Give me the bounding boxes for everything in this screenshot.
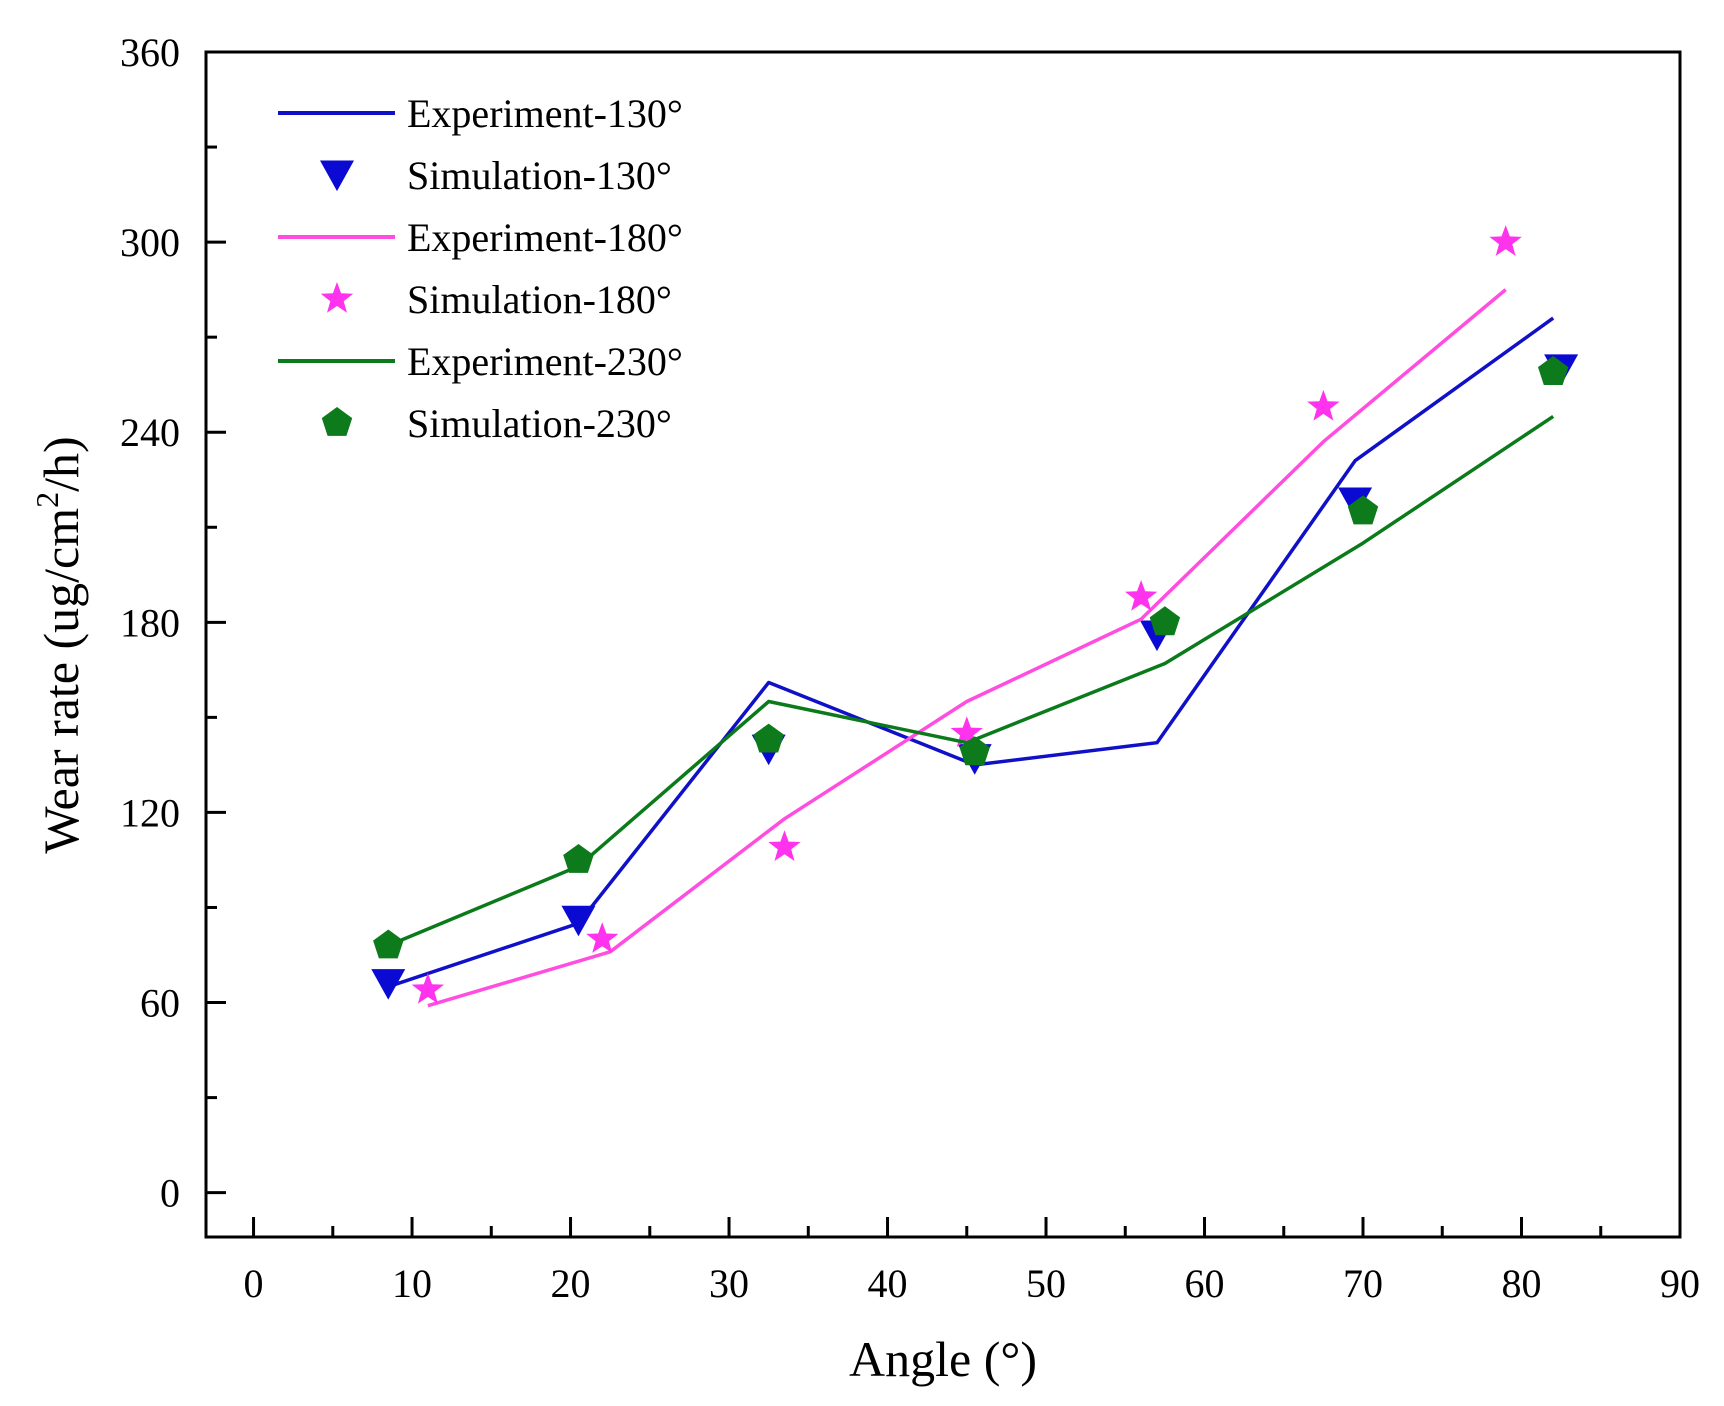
x-tick-label: 50 bbox=[1026, 1261, 1066, 1306]
series-line-experiment-180 bbox=[427, 288, 1507, 1008]
y-tick-label: 240 bbox=[120, 410, 180, 455]
data-point-simulation-230 bbox=[1347, 495, 1379, 525]
data-point-simulation-180 bbox=[1125, 580, 1158, 611]
y-axis-title-end: /h) bbox=[33, 436, 89, 492]
data-point-simulation-180 bbox=[950, 716, 983, 747]
y-tick-label: 180 bbox=[120, 600, 180, 645]
x-tick-label: 70 bbox=[1343, 1261, 1383, 1306]
y-tick-label: 60 bbox=[140, 981, 180, 1026]
data-point-simulation-180 bbox=[1489, 225, 1522, 256]
y-tick-label: 300 bbox=[120, 220, 180, 265]
data-point-simulation-230 bbox=[959, 736, 990, 766]
x-tick-label: 60 bbox=[1185, 1261, 1225, 1306]
data-point-simulation-130 bbox=[371, 969, 406, 1000]
x-axis-title: Angle (°) bbox=[849, 1331, 1037, 1387]
x-tick-label: 80 bbox=[1502, 1261, 1542, 1306]
legend-label-experiment-180: Experiment-180° bbox=[407, 215, 683, 260]
y-tick-label: 0 bbox=[160, 1171, 180, 1216]
legend-marker-simulation-230 bbox=[321, 407, 353, 436]
legend-label-simulation-180: Simulation-180° bbox=[407, 277, 672, 322]
legend: Experiment-130° Simulation-130° Experiment… bbox=[278, 91, 683, 446]
data-point-simulation-230 bbox=[563, 844, 594, 873]
plot-area bbox=[371, 225, 1579, 1008]
x-tick-label: 0 bbox=[244, 1261, 264, 1306]
y-tick-label: 120 bbox=[120, 790, 180, 835]
y-axis-title: Wear rate (ug/cm2/h) bbox=[29, 436, 89, 853]
data-point-simulation-230 bbox=[753, 723, 784, 753]
y-axis-title-superscript: 2 bbox=[29, 492, 65, 508]
x-tick-label: 20 bbox=[551, 1261, 591, 1306]
data-point-simulation-180 bbox=[1307, 389, 1340, 421]
x-tick-label: 90 bbox=[1660, 1261, 1700, 1306]
plot-frame bbox=[204, 50, 1682, 1239]
data-point-simulation-130 bbox=[561, 905, 596, 937]
axes: 0 10 20 30 40 50 60 70 80 90 0 60 120 180 240 300 360 bbox=[120, 30, 1700, 1306]
legend-marker-simulation-130 bbox=[320, 160, 354, 192]
legend-label-simulation-230: Simulation-230° bbox=[407, 401, 672, 446]
series-line-experiment-230 bbox=[387, 414, 1555, 948]
data-point-simulation-180 bbox=[411, 972, 445, 1004]
x-tick-label: 40 bbox=[868, 1261, 908, 1306]
legend-label-simulation-130: Simulation-130° bbox=[407, 153, 672, 198]
data-point-simulation-180 bbox=[768, 830, 801, 861]
x-tick-label: 30 bbox=[709, 1261, 749, 1306]
data-point-simulation-230 bbox=[1149, 606, 1181, 636]
data-point-simulation-180 bbox=[586, 922, 619, 953]
legend-marker-simulation-180 bbox=[320, 282, 354, 313]
y-axis-title-main: Wear rate (ug/cm bbox=[33, 508, 89, 854]
legend-label-experiment-230: Experiment-230° bbox=[407, 339, 683, 384]
data-point-simulation-230 bbox=[1538, 356, 1569, 385]
y-tick-label: 360 bbox=[120, 30, 180, 75]
data-point-simulation-230 bbox=[373, 929, 404, 959]
x-tick-label: 10 bbox=[392, 1261, 432, 1306]
legend-label-experiment-130: Experiment-130° bbox=[407, 91, 683, 136]
